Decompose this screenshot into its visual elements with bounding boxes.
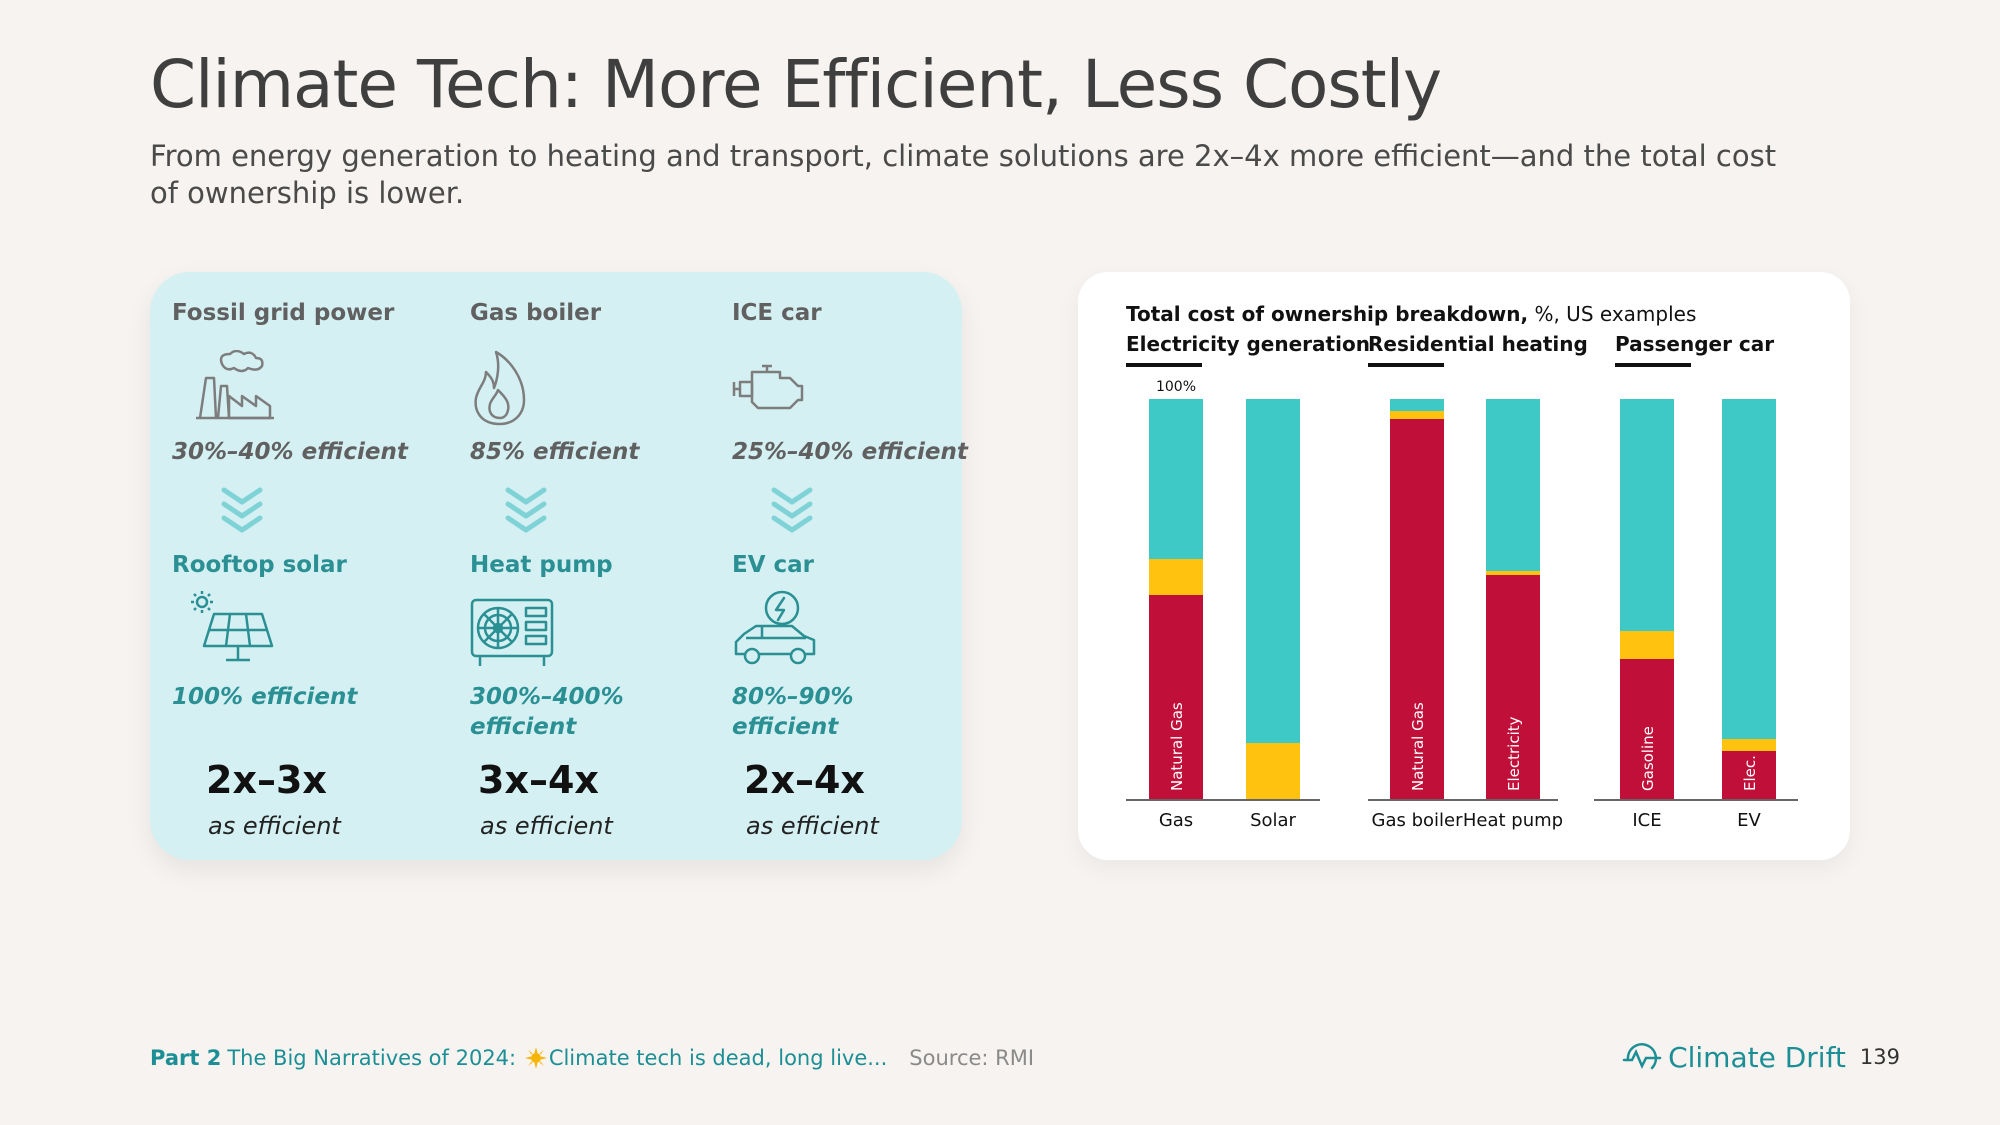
bar-segment-ev-1 <box>1722 739 1776 751</box>
bar-segment-gas-2 <box>1149 399 1203 559</box>
comparison-column-electricity: Fossil grid power 30%–40% efficient Roof… <box>172 272 442 860</box>
engine-icon <box>732 364 804 410</box>
brand: Climate Drift 139 <box>1622 1040 1900 1074</box>
old-tech-efficiency: 25%–40% efficient <box>732 439 968 465</box>
group-underline <box>1368 363 1444 367</box>
footer-narrative-start: The Big Narratives of 2024: <box>227 1046 517 1070</box>
efficiency-multiplier: 2x–3x <box>206 758 327 802</box>
category-label-gas: Gas <box>1159 810 1193 831</box>
top-value-label: 100% <box>1156 379 1196 395</box>
bar-segment-gas-boiler-2 <box>1390 399 1444 411</box>
bar-segment-label: Natural Gas <box>1168 702 1186 791</box>
bar-segment-gas-0 <box>1149 595 1203 799</box>
efficiency-multiplier-caption: as efficient <box>746 812 879 840</box>
chevron-down-icon <box>771 487 813 533</box>
category-label-ev: EV <box>1737 810 1761 831</box>
sun-icon <box>524 1047 547 1069</box>
efficiency-multiplier-caption: as efficient <box>480 812 613 840</box>
chevron-down-icon <box>505 487 547 533</box>
bar-segment-ev-0 <box>1722 751 1776 799</box>
efficiency-multiplier-caption: as efficient <box>208 812 341 840</box>
new-tech-label: EV car <box>732 552 815 578</box>
bar-segment-heat-pump-0 <box>1486 575 1540 799</box>
old-tech-label: Fossil grid power <box>172 300 395 326</box>
bar-segment-ice-0 <box>1620 659 1674 799</box>
bar-segment-heat-pump-1 <box>1486 571 1540 575</box>
chevron-down-icon <box>221 487 263 533</box>
bar-segment-label: Natural Gas <box>1409 702 1427 791</box>
group-underline <box>1126 363 1202 367</box>
bar-segment-gas-boiler-1 <box>1390 411 1444 419</box>
bar-segment-label: Gasoline <box>1639 726 1657 791</box>
bar-segment-ice-2 <box>1620 399 1674 631</box>
old-tech-efficiency: 85% efficient <box>470 439 640 465</box>
new-tech-label: Rooftop solar <box>172 552 347 578</box>
factory-icon <box>196 350 274 420</box>
old-tech-label: ICE car <box>732 300 822 326</box>
new-tech-efficiency: 100% efficient <box>172 684 358 710</box>
new-tech-efficiency: 300%–400% efficient <box>470 684 624 740</box>
efficiency-multiplier: 2x–4x <box>744 758 865 802</box>
category-label-solar: Solar <box>1250 810 1296 831</box>
category-label-gas-boiler: Gas boiler <box>1372 810 1464 831</box>
old-tech-label: Gas boiler <box>470 300 602 326</box>
page-subtitle: From energy generation to heating and tr… <box>150 139 1777 210</box>
bar-segment-solar-2 <box>1246 399 1300 743</box>
new-tech-efficiency: 80%–90% efficient <box>732 684 854 740</box>
stacked-bar-chart: Natural Gas Gas Solar Natural Gas Gas boiler… <box>1126 379 1798 831</box>
category-label-heat-pump: Heat pump <box>1463 810 1563 831</box>
bar-segment-label: Elec. <box>1741 755 1759 791</box>
tco-chart-card: Total cost of ownership breakdown, %, US… <box>1078 272 1850 860</box>
group-label-electricity: Electricity generation <box>1126 332 1370 356</box>
climate-drift-logo-icon <box>1622 1043 1662 1070</box>
page-title: Climate Tech: More Efficient, Less Costl… <box>150 46 1442 123</box>
page-number: 139 <box>1859 1045 1900 1069</box>
new-tech-label: Heat pump <box>470 552 613 578</box>
bar-segment-heat-pump-2 <box>1486 399 1540 571</box>
group-label-car: Passenger car <box>1615 332 1775 356</box>
bar-segment-gas-1 <box>1149 559 1203 595</box>
comparison-column-heating: Gas boiler 85% efficient Heat pump <box>470 272 740 860</box>
bar-segment-ev-2 <box>1722 399 1776 739</box>
brand-name: Climate Drift <box>1668 1040 1846 1074</box>
flame-icon <box>474 350 526 426</box>
old-tech-efficiency: 30%–40% efficient <box>172 439 408 465</box>
footer-source: Source: RMI <box>909 1046 1035 1070</box>
chart-title-bold: Total cost of ownership breakdown, <box>1126 302 1529 326</box>
footer-part: Part 2 <box>150 1046 222 1070</box>
footer-narrative[interactable]: The Big Narratives of 2024: Climate tech… <box>227 1046 887 1070</box>
ev-car-icon <box>734 590 816 665</box>
chart-title-rest: %, US examples <box>1528 302 1697 326</box>
group-underline <box>1615 363 1691 367</box>
group-label-heating: Residential heating <box>1368 332 1588 356</box>
bar-segment-ice-1 <box>1620 631 1674 659</box>
footer: Part 2 The Big Narratives of 2024: Climat… <box>150 1046 1034 1070</box>
chart-title: Total cost of ownership breakdown, %, US… <box>1126 302 1696 326</box>
bar-segment-gas-boiler-0 <box>1390 419 1444 799</box>
solar-panel-icon <box>191 591 274 662</box>
efficiency-comparison-card: Fossil grid power 30%–40% efficient Roof… <box>150 272 968 860</box>
footer-narrative-end: Climate tech is dead, long live... <box>548 1046 888 1070</box>
heat-pump-icon <box>470 598 554 666</box>
efficiency-multiplier: 3x–4x <box>478 758 599 802</box>
category-label-ice: ICE <box>1632 810 1661 831</box>
bar-segment-label: Electricity <box>1505 716 1523 791</box>
comparison-column-transport: ICE car 25%–40% efficient EV car <box>732 272 1002 860</box>
bar-segment-solar-1 <box>1246 743 1300 799</box>
